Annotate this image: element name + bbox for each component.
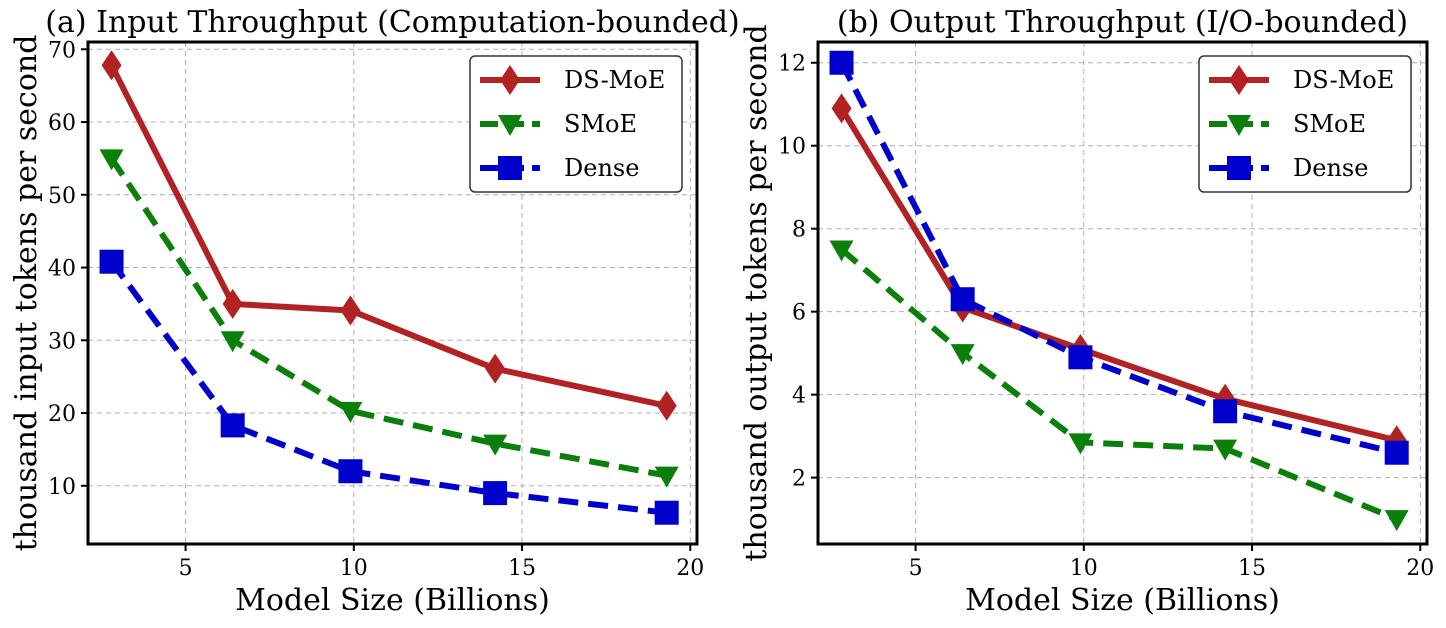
plot-frame (816, 40, 1429, 546)
legend-frame (1198, 55, 1412, 193)
legend-marker-ds-moe (500, 65, 520, 95)
data-point-dense (220, 413, 245, 438)
data-point-smoe (99, 149, 124, 171)
data-point-smoe (1384, 510, 1409, 532)
x-tick-label: 20 (676, 556, 704, 581)
y-tick-label: 30 (48, 329, 76, 354)
data-point-dense (1068, 345, 1093, 370)
plot-frame (86, 40, 699, 546)
legend: DS-MoE SMoE Dense (469, 55, 683, 193)
x-tick-label: 10 (1070, 556, 1098, 581)
legend-marker-smoe (498, 115, 522, 136)
y-tick-label: 2 (792, 467, 806, 492)
data-point-smoe (654, 466, 679, 488)
y-tick-label: 40 (48, 257, 76, 282)
panel-output-throughput: 5 10 15 20 2 4 6 8 10 12 (b) Output Throughput (I/… (739, 5, 1434, 618)
data-point-dense (829, 50, 854, 75)
chart-title: (b) Output Throughput (I/O-bounded) (837, 5, 1408, 40)
legend-label-smoe: SMoE (1293, 110, 1366, 138)
data-point-dense (338, 459, 363, 484)
y-tick-label: 12 (778, 52, 806, 77)
chart-title: (a) Input Throughput (Computation-bounde… (45, 5, 739, 40)
data-point-smoe (1213, 439, 1238, 461)
data-point-smoe (829, 240, 854, 262)
data-point-dense (99, 249, 124, 274)
panel-input-throughput: 5 10 15 20 10 20 30 40 50 60 70(a) Input Throughpu… (9, 5, 740, 618)
x-tick-label: 5 (179, 556, 193, 581)
legend-label-ds-moe: DS-MoE (1293, 66, 1394, 94)
data-point-smoe (1068, 433, 1093, 455)
series-line-smoe (839, 247, 1398, 522)
legend-label-ds-moe: DS-MoE (564, 66, 665, 94)
legend-label-dense: Dense (1293, 154, 1368, 182)
data-point-ds-moe (656, 390, 677, 421)
data-point-dense (483, 481, 508, 506)
y-tick-label: 10 (778, 135, 806, 160)
legend-marker-dense (498, 156, 522, 180)
legend-frame (469, 55, 683, 193)
x-tick-label: 15 (508, 556, 536, 581)
data-point-dense (654, 500, 679, 525)
y-axis-label: thousand input tokens per second (9, 35, 44, 552)
y-tick-label: 50 (48, 184, 76, 209)
x-axis-label: Model Size (Billions) (235, 583, 550, 618)
y-tick-label: 10 (48, 475, 76, 500)
data-point-ds-moe (101, 50, 122, 81)
x-tick-label: 5 (909, 556, 923, 581)
y-axis-label: thousand output tokens per second (739, 24, 774, 561)
y-tick-label: 70 (48, 38, 76, 63)
legend-marker-smoe (1227, 115, 1251, 136)
data-point-smoe (220, 331, 245, 353)
legend-label-dense: Dense (564, 154, 639, 182)
x-axis-label: Model Size (Billions) (965, 583, 1280, 618)
data-point-ds-moe (831, 93, 852, 124)
x-tick-label: 20 (1406, 556, 1434, 581)
y-tick-label: 4 (792, 384, 806, 409)
legend-marker-ds-moe (1229, 65, 1249, 95)
data-point-ds-moe (340, 295, 361, 326)
series-line-smoe (109, 156, 668, 479)
y-tick-label: 6 (792, 301, 806, 326)
data-point-dense (1213, 399, 1238, 424)
data-point-ds-moe (485, 353, 506, 384)
y-tick-label: 20 (48, 402, 76, 427)
data-point-dense (950, 287, 975, 312)
y-tick-label: 60 (48, 111, 76, 136)
data-point-smoe (483, 434, 508, 456)
legend-label-smoe: SMoE (564, 110, 637, 138)
data-point-smoe (950, 344, 975, 366)
x-tick-label: 15 (1238, 556, 1266, 581)
x-tick-label: 10 (340, 556, 368, 581)
data-point-ds-moe (222, 288, 243, 319)
legend-marker-dense (1227, 156, 1251, 180)
data-point-dense (1384, 440, 1409, 465)
data-point-smoe (338, 401, 363, 423)
legend: DS-MoE SMoE Dense (1198, 55, 1412, 193)
y-tick-label: 8 (792, 218, 806, 243)
